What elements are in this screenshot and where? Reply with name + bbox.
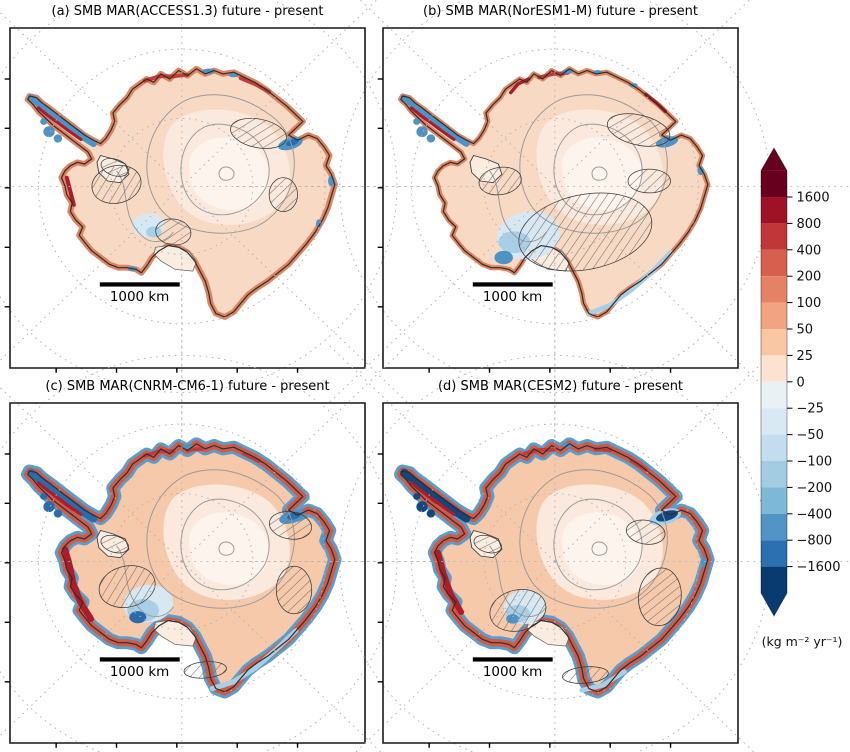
colorbar-tick-label: −200 (797, 481, 833, 496)
scale-bar: 1000 km (99, 657, 180, 680)
scale-bar: 1000 km (472, 282, 553, 305)
scale-bar: 1000 km (472, 657, 553, 680)
map-panel-c: 1000 km (0, 255, 502, 752)
colorbar-outline (760, 147, 788, 617)
colorbar-tick-label: −1600 (797, 560, 841, 575)
coastline (400, 68, 709, 318)
scale-bar-label: 1000 km (110, 665, 169, 680)
continent (398, 66, 711, 320)
colorbar-tick-label: −100 (797, 455, 833, 470)
colorbar-tick-label: −25 (797, 402, 824, 417)
hatch-overlay (473, 519, 682, 684)
panel-c: (c) SMB MAR(CNRM-CM6-1) future - present… (0, 255, 502, 752)
map-frame (4, 27, 366, 373)
colorbar-tick-label: 50 (797, 323, 814, 338)
colorbar: 1600 800 400 200 100 50 25 0 −25 −50 −100 −200 −400 −… (758, 146, 850, 676)
colorbar-tick-label: 100 (797, 296, 822, 311)
scale-bar: 1000 km (99, 282, 180, 305)
colorbar-tick-label: −50 (797, 428, 824, 443)
colorbar-tick-label: −400 (797, 507, 833, 522)
scale-bar-label: 1000 km (110, 290, 169, 305)
coastline (400, 443, 709, 693)
colorbar-tick-label: 200 (797, 270, 822, 285)
colorbar-tick-label: 25 (797, 349, 814, 364)
panel-title-a: (a) SMB MAR(ACCESS1.3) future - present (51, 4, 324, 19)
hatch-overlay (478, 113, 671, 272)
graticule (0, 255, 502, 752)
panel-title-b: (b) SMB MAR(NorESM1-M) future - present (423, 4, 698, 19)
peninsula (27, 468, 98, 523)
panel-a: (a) SMB MAR(ACCESS1.3) future - present … (0, 0, 502, 493)
colorbar-units-label: (kg m⁻² yr⁻¹) (762, 634, 843, 649)
coastline (27, 68, 336, 318)
graticule (0, 0, 502, 493)
map-frame (4, 402, 366, 748)
contour-lines (116, 469, 295, 617)
peninsula (27, 94, 97, 147)
colorbar-svg: 1600 800 400 200 100 50 25 0 −25 −50 −100 −200 −400 −… (760, 147, 843, 649)
scale-bar-label: 1000 km (483, 290, 542, 305)
map-panel-b: 1000 km (235, 0, 850, 493)
colorbar-tick-label: 1600 (797, 191, 830, 206)
map-frame (377, 402, 739, 748)
colorbar-ticks: 1600 800 400 200 100 50 25 0 −25 −50 −100 −200 −400 −… (787, 191, 841, 575)
colorbar-tick-label: 800 (797, 217, 822, 232)
map-panel-a: 1000 km (0, 0, 502, 493)
map-panel-d: 1000 km (235, 255, 850, 752)
panel-d: (d) SMB MAR(CESM2) future - present 1000… (235, 255, 850, 752)
colorbar-tick-label: 400 (797, 243, 822, 258)
colorbar-tick-label: 0 (797, 375, 805, 390)
map-frame (377, 27, 739, 373)
scale-bar-label: 1000 km (483, 665, 542, 680)
hatch-overlay (91, 117, 298, 246)
coastline (27, 443, 336, 693)
panel-title-c: (c) SMB MAR(CNRM-CM6-1) future - present (45, 379, 330, 394)
hatch-overlay (98, 511, 313, 679)
colorbar-segments (760, 147, 788, 617)
colorbar-tick-label: −800 (797, 534, 833, 549)
peninsula (400, 94, 470, 147)
panel-b: (b) SMB MAR(NorESM1-M) future - present … (235, 0, 850, 493)
peninsula (400, 468, 471, 523)
panel-title-d: (d) SMB MAR(CESM2) future - present (437, 379, 684, 394)
